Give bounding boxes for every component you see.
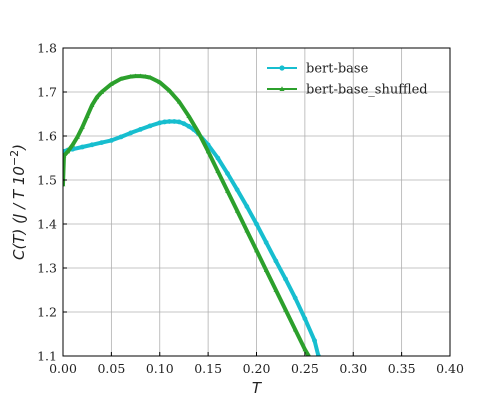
y-axis-label: C(T) (J / T 10−2) bbox=[8, 144, 28, 260]
y-tick-label: 1.2 bbox=[37, 305, 57, 320]
legend-marker bbox=[279, 86, 285, 91]
data-point bbox=[254, 247, 259, 253]
series-layer bbox=[63, 73, 321, 356]
data-point bbox=[63, 153, 67, 158]
data-point bbox=[128, 74, 134, 79]
data-point bbox=[307, 353, 311, 356]
data-point bbox=[273, 287, 279, 292]
data-point bbox=[244, 228, 250, 233]
legend-label: bert-base_shuffled bbox=[306, 83, 428, 98]
data-point bbox=[234, 208, 240, 213]
x-tick-label: 0.30 bbox=[339, 361, 367, 376]
y-tick-label: 1.5 bbox=[37, 173, 57, 188]
data-point bbox=[99, 140, 105, 146]
data-point bbox=[171, 119, 177, 124]
data-point bbox=[316, 353, 321, 356]
data-point bbox=[186, 123, 192, 129]
data-point bbox=[167, 119, 172, 124]
y-tick-label: 1.4 bbox=[37, 217, 57, 232]
x-tick-label: 0.20 bbox=[243, 361, 271, 376]
y-tick-label: 1.1 bbox=[37, 349, 57, 364]
data-point bbox=[283, 307, 288, 312]
data-point bbox=[254, 221, 259, 227]
data-point bbox=[167, 88, 172, 93]
data-point bbox=[196, 129, 201, 135]
data-point bbox=[225, 188, 230, 193]
data-point bbox=[138, 73, 143, 78]
data-point bbox=[84, 113, 90, 119]
x-tick-label: 0.05 bbox=[97, 361, 125, 376]
y-axis-label-close: ) bbox=[10, 144, 28, 151]
data-point bbox=[89, 142, 95, 148]
data-point bbox=[75, 134, 80, 139]
data-point bbox=[99, 89, 105, 94]
y-axis-label-exponent: −2 bbox=[8, 150, 21, 166]
data-point bbox=[118, 134, 124, 140]
data-point bbox=[215, 168, 221, 174]
x-tick-label: 0.00 bbox=[49, 361, 77, 376]
x-tick-label: 0.25 bbox=[291, 361, 319, 376]
data-point bbox=[244, 204, 250, 209]
data-point bbox=[128, 130, 134, 136]
data-point bbox=[234, 187, 240, 193]
data-point bbox=[176, 119, 182, 125]
series-line bbox=[63, 74, 311, 356]
data-point bbox=[80, 124, 85, 130]
y-tick-label: 1.7 bbox=[37, 85, 57, 100]
data-point bbox=[225, 171, 230, 176]
data-point bbox=[176, 99, 182, 104]
data-point bbox=[162, 119, 167, 125]
y-tick-label: 1.6 bbox=[37, 129, 57, 144]
data-point bbox=[302, 316, 308, 321]
x-tick-label: 0.10 bbox=[146, 361, 174, 376]
data-point bbox=[63, 181, 66, 187]
data-point bbox=[263, 240, 269, 245]
legend-label: bert-base bbox=[306, 62, 369, 77]
data-point bbox=[205, 148, 211, 154]
x-tick-label: 0.15 bbox=[194, 361, 222, 376]
y-axis-label-main: C(T) (J / T 10 bbox=[10, 166, 28, 260]
data-point bbox=[157, 120, 163, 126]
data-point bbox=[109, 81, 114, 86]
data-point bbox=[263, 267, 269, 273]
data-point bbox=[118, 76, 124, 81]
data-point bbox=[70, 142, 76, 147]
data-point bbox=[108, 138, 114, 143]
legend-entry: bert-base_shuffled bbox=[267, 83, 428, 98]
data-point bbox=[215, 155, 221, 161]
data-point bbox=[302, 346, 308, 352]
legend: bert-base bert-base_shuffled bbox=[267, 62, 428, 98]
data-point bbox=[312, 338, 317, 343]
data-point bbox=[94, 94, 100, 100]
data-point bbox=[65, 148, 71, 154]
data-point bbox=[142, 74, 148, 79]
data-point bbox=[138, 126, 143, 132]
data-point bbox=[292, 295, 298, 301]
data-point bbox=[157, 79, 163, 85]
y-tick-label: 1.3 bbox=[37, 261, 57, 276]
data-point bbox=[89, 102, 95, 108]
data-point bbox=[273, 258, 279, 264]
legend-marker bbox=[279, 65, 285, 71]
data-point bbox=[292, 327, 298, 332]
data-point bbox=[147, 123, 153, 129]
series-bert-base_shuffled bbox=[63, 73, 311, 356]
axis-ticks: 0.00 0.05 0.10 0.15 0.20 0.25 0.30 0.35 0.40 1.1 1… bbox=[37, 41, 464, 377]
x-tick-label: 0.35 bbox=[388, 361, 416, 376]
data-point bbox=[147, 74, 153, 80]
y-tick-label: 1.8 bbox=[37, 41, 57, 56]
data-point bbox=[186, 113, 192, 119]
data-point bbox=[133, 73, 138, 78]
legend-entry: bert-base bbox=[267, 62, 369, 77]
x-axis-label: T bbox=[252, 379, 263, 397]
x-tick-label: 0.40 bbox=[436, 361, 464, 376]
data-point bbox=[79, 144, 85, 150]
data-point bbox=[181, 121, 187, 127]
data-point bbox=[283, 276, 288, 282]
